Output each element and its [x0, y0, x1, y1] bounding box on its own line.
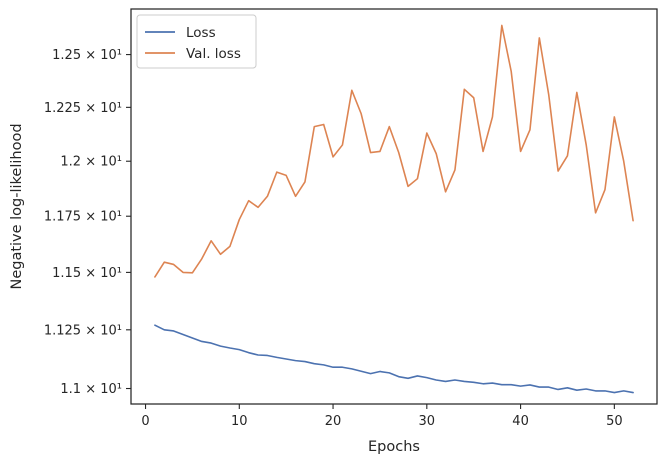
- y-axis-ticks: 1.1 × 10¹ 1.125 × 10¹ 1.15 × 10¹ 1.175 × 10…: [44, 48, 131, 397]
- x-tick-label: 20: [325, 414, 342, 429]
- y-tick-label: 1.175 × 10¹: [44, 210, 122, 225]
- x-axis-label: Epochs: [368, 439, 420, 455]
- x-axis-ticks: 0 10 20 30 40 50: [141, 404, 623, 429]
- legend: Loss Val. loss: [136, 14, 257, 69]
- x-tick-label: 10: [231, 414, 248, 429]
- x-tick-label: 0: [141, 414, 149, 429]
- y-tick-label: 1.125 × 10¹: [44, 323, 122, 338]
- y-tick-label: 1.25 × 10¹: [52, 48, 122, 63]
- series-line-val-loss: [154, 24, 634, 278]
- plot-frame: [130, 8, 658, 405]
- legend-box: [136, 14, 257, 69]
- legend-label: Val. loss: [186, 46, 241, 62]
- y-axis-label: Negative log-likelihood: [9, 123, 25, 289]
- y-tick-label: 1.15 × 10¹: [52, 266, 122, 281]
- y-tick-label: 1.1 × 10¹: [60, 382, 122, 397]
- x-tick-label: 50: [606, 414, 623, 429]
- y-tick-label: 1.2 × 10¹: [60, 155, 122, 170]
- x-tick-label: 40: [512, 414, 529, 429]
- legend-label: Loss: [186, 25, 216, 41]
- series-line-loss: [154, 324, 634, 394]
- x-tick-label: 30: [419, 414, 436, 429]
- plot-lines: [154, 24, 634, 394]
- y-tick-label: 1.225 × 10¹: [44, 101, 122, 116]
